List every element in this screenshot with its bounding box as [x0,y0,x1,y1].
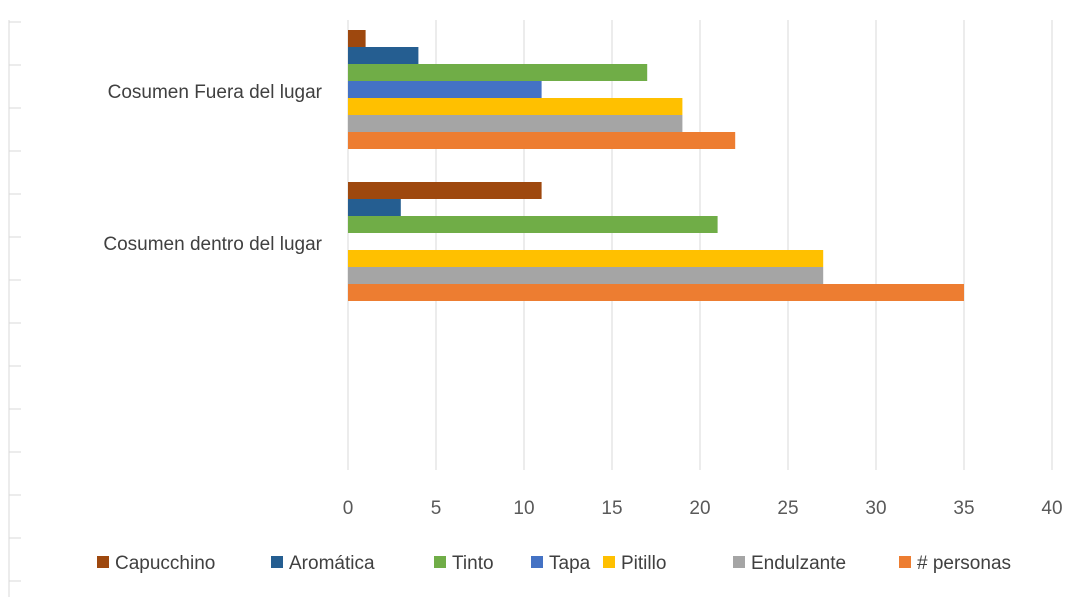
x-tick-label: 10 [513,498,534,519]
bar [348,216,718,233]
bars [348,30,964,301]
bar [348,132,736,149]
bar [348,250,824,267]
bar [348,47,419,64]
legend-label: # personas [917,553,1011,574]
x-tick-label: 5 [431,498,442,519]
x-tick-label: 15 [601,498,622,519]
category-label: Cosumen dentro del lugar [103,234,322,255]
legend-swatch [899,556,911,568]
legend-swatch [271,556,283,568]
category-axis [8,20,21,597]
legend-label: Tapa [549,553,591,574]
legend-swatch [733,556,745,568]
legend-swatch [603,556,615,568]
legend: Capucchino Aromática Tinto Tapa Pitillo Endul… [97,553,1011,574]
legend-label: Tinto [452,553,494,574]
bar [348,30,366,47]
bar [348,81,542,98]
bar [348,115,683,132]
value-axis-ticks: 0 5 10 15 20 25 30 35 40 [343,498,1063,519]
bar [348,182,542,199]
x-tick-label: 40 [1041,498,1062,519]
legend-label: Endulzante [751,553,846,574]
x-tick-label: 30 [865,498,886,519]
category-label: Cosumen Fuera del lugar [108,82,323,103]
bar [348,64,648,81]
legend-label: Pitillo [621,553,666,574]
legend-label: Aromática [289,553,375,574]
legend-label: Capucchino [115,553,215,574]
bar [348,98,683,115]
x-tick-label: 0 [343,498,354,519]
x-tick-label: 35 [953,498,974,519]
bar [348,199,401,216]
legend-swatch [97,556,109,568]
bar [348,284,964,301]
legend-swatch [531,556,543,568]
legend-swatch [434,556,446,568]
bar [348,267,824,284]
category-labels: Cosumen Fuera del lugar Cosumen dentro de… [103,82,322,255]
x-tick-label: 20 [689,498,710,519]
x-tick-label: 25 [777,498,798,519]
